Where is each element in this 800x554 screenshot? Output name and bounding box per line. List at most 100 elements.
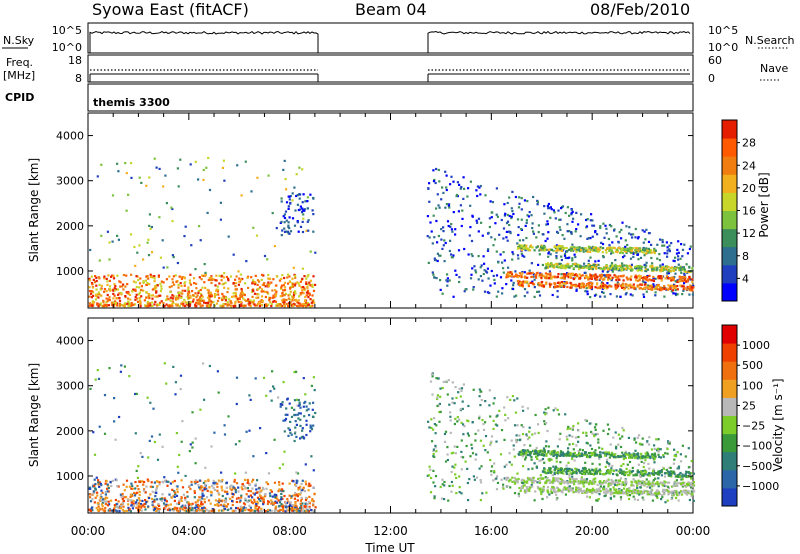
data-cell bbox=[191, 290, 194, 293]
data-cell bbox=[460, 224, 463, 228]
data-cell bbox=[595, 499, 598, 502]
data-cell bbox=[513, 482, 517, 485]
data-cell bbox=[598, 446, 601, 449]
data-cell bbox=[237, 496, 240, 500]
data-cell bbox=[181, 276, 185, 279]
data-cell bbox=[442, 380, 445, 384]
data-cell bbox=[581, 246, 584, 250]
data-cell bbox=[683, 282, 686, 285]
data-cell bbox=[293, 508, 296, 511]
data-cell bbox=[523, 295, 526, 298]
data-cell bbox=[522, 247, 525, 250]
data-cell bbox=[295, 435, 298, 438]
data-cell bbox=[654, 287, 657, 290]
data-cell bbox=[577, 450, 580, 453]
data-cell bbox=[310, 509, 313, 512]
data-cell bbox=[286, 413, 289, 416]
data-cell bbox=[635, 251, 638, 254]
data-cell bbox=[94, 488, 97, 491]
data-cell bbox=[252, 226, 255, 229]
data-cell bbox=[116, 485, 119, 488]
data-cell bbox=[676, 451, 679, 454]
data-cell bbox=[98, 277, 101, 280]
data-cell bbox=[508, 214, 511, 218]
data-cell bbox=[572, 278, 575, 281]
data-cell bbox=[304, 496, 308, 499]
data-cell bbox=[525, 219, 528, 222]
data-cell bbox=[187, 509, 190, 512]
data-cell bbox=[133, 491, 136, 495]
data-cell bbox=[97, 479, 100, 482]
data-cell bbox=[312, 486, 315, 489]
data-cell bbox=[312, 510, 315, 513]
data-cell bbox=[677, 258, 680, 261]
data-cell bbox=[625, 467, 628, 470]
data-cell bbox=[438, 254, 441, 257]
data-cell bbox=[224, 303, 227, 306]
data-cell bbox=[587, 259, 590, 262]
data-cell bbox=[153, 287, 156, 290]
data-cell bbox=[126, 283, 129, 286]
data-cell bbox=[594, 273, 597, 276]
data-cell bbox=[638, 264, 641, 268]
data-cell bbox=[191, 300, 195, 303]
data-cell bbox=[157, 509, 160, 512]
data-cell bbox=[203, 509, 207, 512]
data-cell bbox=[664, 277, 667, 280]
data-cell bbox=[134, 298, 137, 301]
data-cell bbox=[541, 490, 544, 493]
data-cell bbox=[492, 402, 495, 405]
data-cell bbox=[637, 463, 640, 466]
data-cell bbox=[672, 494, 675, 497]
data-cell bbox=[575, 228, 578, 231]
data-cell bbox=[150, 435, 154, 438]
data-cell bbox=[492, 427, 495, 430]
data-cell bbox=[573, 284, 576, 287]
data-cell bbox=[556, 231, 560, 234]
data-cell bbox=[462, 197, 465, 200]
data-cell bbox=[477, 429, 480, 432]
data-cell bbox=[648, 285, 651, 288]
data-cell bbox=[524, 224, 527, 227]
data-cell bbox=[138, 302, 141, 305]
data-cell bbox=[578, 246, 581, 249]
data-cell bbox=[606, 479, 609, 482]
data-cell bbox=[294, 430, 297, 434]
data-cell bbox=[452, 295, 455, 298]
data-cell bbox=[639, 283, 642, 286]
data-cell bbox=[545, 283, 548, 286]
data-cell bbox=[492, 274, 495, 277]
data-cell bbox=[433, 276, 436, 279]
data-cell bbox=[602, 266, 605, 269]
data-cell bbox=[556, 285, 559, 288]
data-cell bbox=[225, 296, 228, 299]
data-cell bbox=[538, 294, 542, 297]
data-cell bbox=[103, 509, 107, 512]
data-cell bbox=[138, 286, 141, 289]
data-cell bbox=[314, 251, 317, 254]
data-cell bbox=[253, 283, 257, 286]
data-cell bbox=[463, 247, 466, 251]
data-cell bbox=[497, 290, 500, 293]
data-cell bbox=[574, 277, 577, 280]
data-cell bbox=[605, 274, 608, 277]
data-cell bbox=[666, 246, 669, 249]
data-cell bbox=[279, 304, 282, 307]
data-cell bbox=[432, 428, 435, 431]
data-cell bbox=[432, 469, 435, 472]
data-cell bbox=[430, 230, 433, 233]
data-cell bbox=[229, 305, 232, 308]
data-cell bbox=[274, 505, 277, 508]
data-cell bbox=[249, 494, 252, 497]
data-cell bbox=[574, 263, 577, 266]
data-cell bbox=[167, 504, 170, 507]
data-cell bbox=[189, 273, 192, 276]
data-cell bbox=[619, 295, 622, 298]
data-cell bbox=[249, 499, 252, 502]
data-cell bbox=[288, 293, 291, 296]
data-cell bbox=[299, 437, 302, 440]
data-cell bbox=[503, 259, 506, 262]
data-cell bbox=[161, 445, 164, 448]
data-cell bbox=[657, 285, 660, 288]
